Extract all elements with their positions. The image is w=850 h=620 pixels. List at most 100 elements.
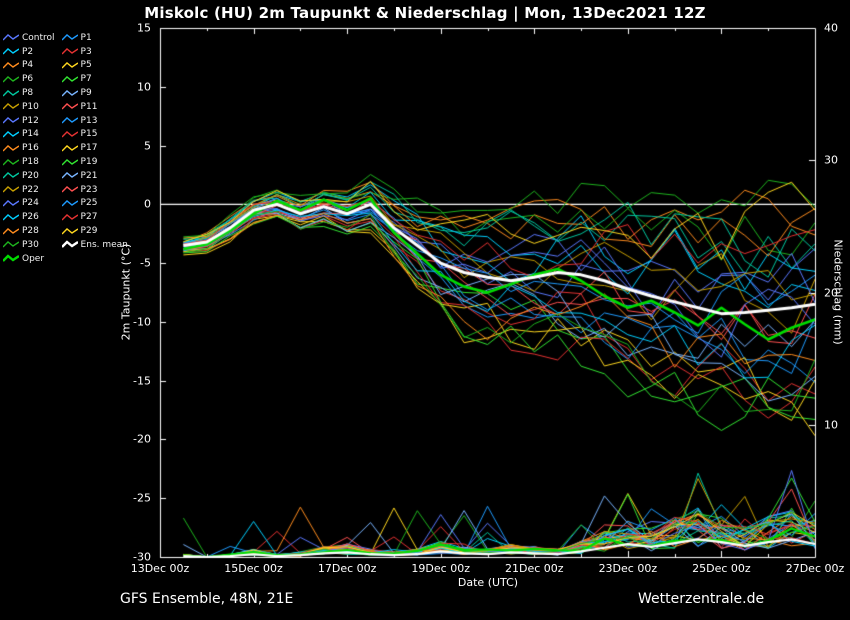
legend-label: P1 (80, 32, 92, 43)
legend-line-swatch (3, 103, 19, 110)
legend-line-swatch (3, 172, 19, 179)
x-tick-label: 15Dec 00z (224, 562, 283, 575)
legend-line-swatch (3, 34, 19, 41)
legend-label: P28 (22, 226, 39, 237)
footer-credit: Wetterzentrale.de (638, 591, 765, 607)
x-tick-label: 17Dec 00z (317, 562, 377, 575)
legend-line-swatch (3, 200, 19, 207)
legend-item: P22 (3, 183, 55, 197)
legend-item: Ens. mean (61, 238, 128, 252)
legend-label: P11 (80, 101, 98, 112)
legend-item: P15 (61, 128, 128, 142)
legend-item: P11 (61, 100, 128, 114)
legend-line-swatch (61, 103, 78, 110)
legend-label: P29 (80, 226, 98, 237)
legend-label: P25 (80, 198, 98, 209)
legend: Control P2 P4 P6 P8 P10 P12 P14 P16 P18 P20 P22 P24 P… (3, 31, 128, 266)
legend-line-swatch (61, 200, 78, 207)
legend-item: P20 (3, 169, 55, 183)
legend-label: P13 (80, 115, 98, 126)
legend-item: P9 (61, 86, 128, 100)
footer-model-info: GFS Ensemble, 48N, 21E (120, 591, 294, 607)
legend-label: P16 (22, 143, 39, 154)
legend-item: P28 (3, 224, 55, 238)
legend-line-swatch (3, 75, 19, 83)
legend-label: P15 (80, 129, 98, 140)
legend-item: Control (3, 31, 55, 45)
y-tick-label-left: 15 (137, 21, 151, 35)
legend-line-swatch (61, 227, 78, 235)
legend-item: P21 (61, 169, 128, 183)
legend-label: P3 (80, 46, 92, 57)
x-tick-label: 23Dec 00z (598, 562, 658, 575)
legend-line-swatch (3, 254, 19, 262)
legend-item: Oper (3, 252, 55, 266)
legend-label: P6 (22, 74, 34, 85)
y-tick-label-right: 30 (824, 153, 838, 167)
y-tick-label-left: -15 (133, 374, 151, 388)
legend-line-swatch (3, 48, 19, 55)
y-tick-label-right: 10 (824, 418, 838, 432)
legend-item: P19 (61, 155, 128, 169)
legend-line-swatch (3, 131, 19, 138)
legend-item: P27 (61, 210, 128, 224)
legend-item: P25 (61, 197, 128, 211)
legend-item: P29 (61, 224, 128, 238)
y-tick-label-left: -25 (133, 491, 151, 505)
legend-label: Oper (22, 253, 45, 264)
x-axis-title: Date (UTC) (457, 576, 519, 589)
y-tick-label-left: 10 (137, 80, 151, 94)
legend-line-swatch (61, 34, 78, 41)
legend-item: P13 (61, 114, 128, 128)
legend-label: P2 (22, 46, 34, 57)
legend-label: P10 (22, 101, 39, 112)
legend-line-swatch (61, 240, 78, 249)
legend-label: P26 (22, 212, 39, 223)
y-tick-label-left: -20 (133, 432, 151, 446)
y-tick-label-right: 20 (824, 286, 838, 299)
y-tick-label-left: -10 (133, 315, 151, 329)
legend-item: P12 (3, 114, 55, 128)
legend-item: P5 (61, 59, 128, 73)
legend-line-swatch (61, 158, 78, 166)
x-tick-label: 25Dec 00z (692, 562, 751, 575)
y-tick-label-left: 0 (144, 197, 151, 211)
legend-item: P23 (61, 183, 128, 197)
legend-line-swatch (3, 241, 19, 248)
legend-item: P16 (3, 141, 55, 155)
legend-label: Control (22, 32, 55, 43)
legend-line-swatch (61, 186, 78, 193)
legend-label: P23 (80, 184, 98, 195)
legend-line-swatch (61, 213, 78, 221)
legend-line-swatch (3, 89, 19, 97)
legend-line-swatch (3, 227, 19, 235)
legend-label: P27 (80, 212, 98, 223)
legend-label: P4 (22, 60, 34, 71)
legend-line-swatch (61, 89, 78, 97)
legend-item: P2 (3, 45, 55, 59)
legend-label: P9 (80, 88, 92, 99)
legend-label: P24 (22, 198, 39, 209)
legend-item: P8 (3, 86, 55, 100)
legend-item: P6 (3, 72, 55, 86)
y-tick-label-left: -30 (133, 550, 151, 564)
x-tick-label: 27Dec 00z (785, 562, 845, 575)
legend-label: P12 (22, 115, 39, 126)
legend-item: P4 (3, 59, 55, 73)
legend-label: P18 (22, 157, 39, 168)
legend-item: P24 (3, 197, 55, 211)
legend-item: P3 (61, 45, 128, 59)
legend-line-swatch (3, 186, 19, 193)
legend-line-swatch (3, 117, 19, 124)
legend-line-swatch (61, 117, 78, 124)
legend-line-swatch (3, 213, 19, 221)
legend-label: P22 (22, 184, 39, 195)
legend-column: Control P2 P4 P6 P8 P10 P12 P14 P16 P18 P20 P22 P24 P… (3, 31, 55, 266)
legend-label: P14 (22, 129, 39, 140)
x-tick-label: 19Dec 00z (411, 562, 470, 575)
legend-label: P21 (80, 170, 98, 181)
x-tick-label: 13Dec 00z (130, 562, 190, 575)
legend-label: P8 (22, 88, 34, 99)
